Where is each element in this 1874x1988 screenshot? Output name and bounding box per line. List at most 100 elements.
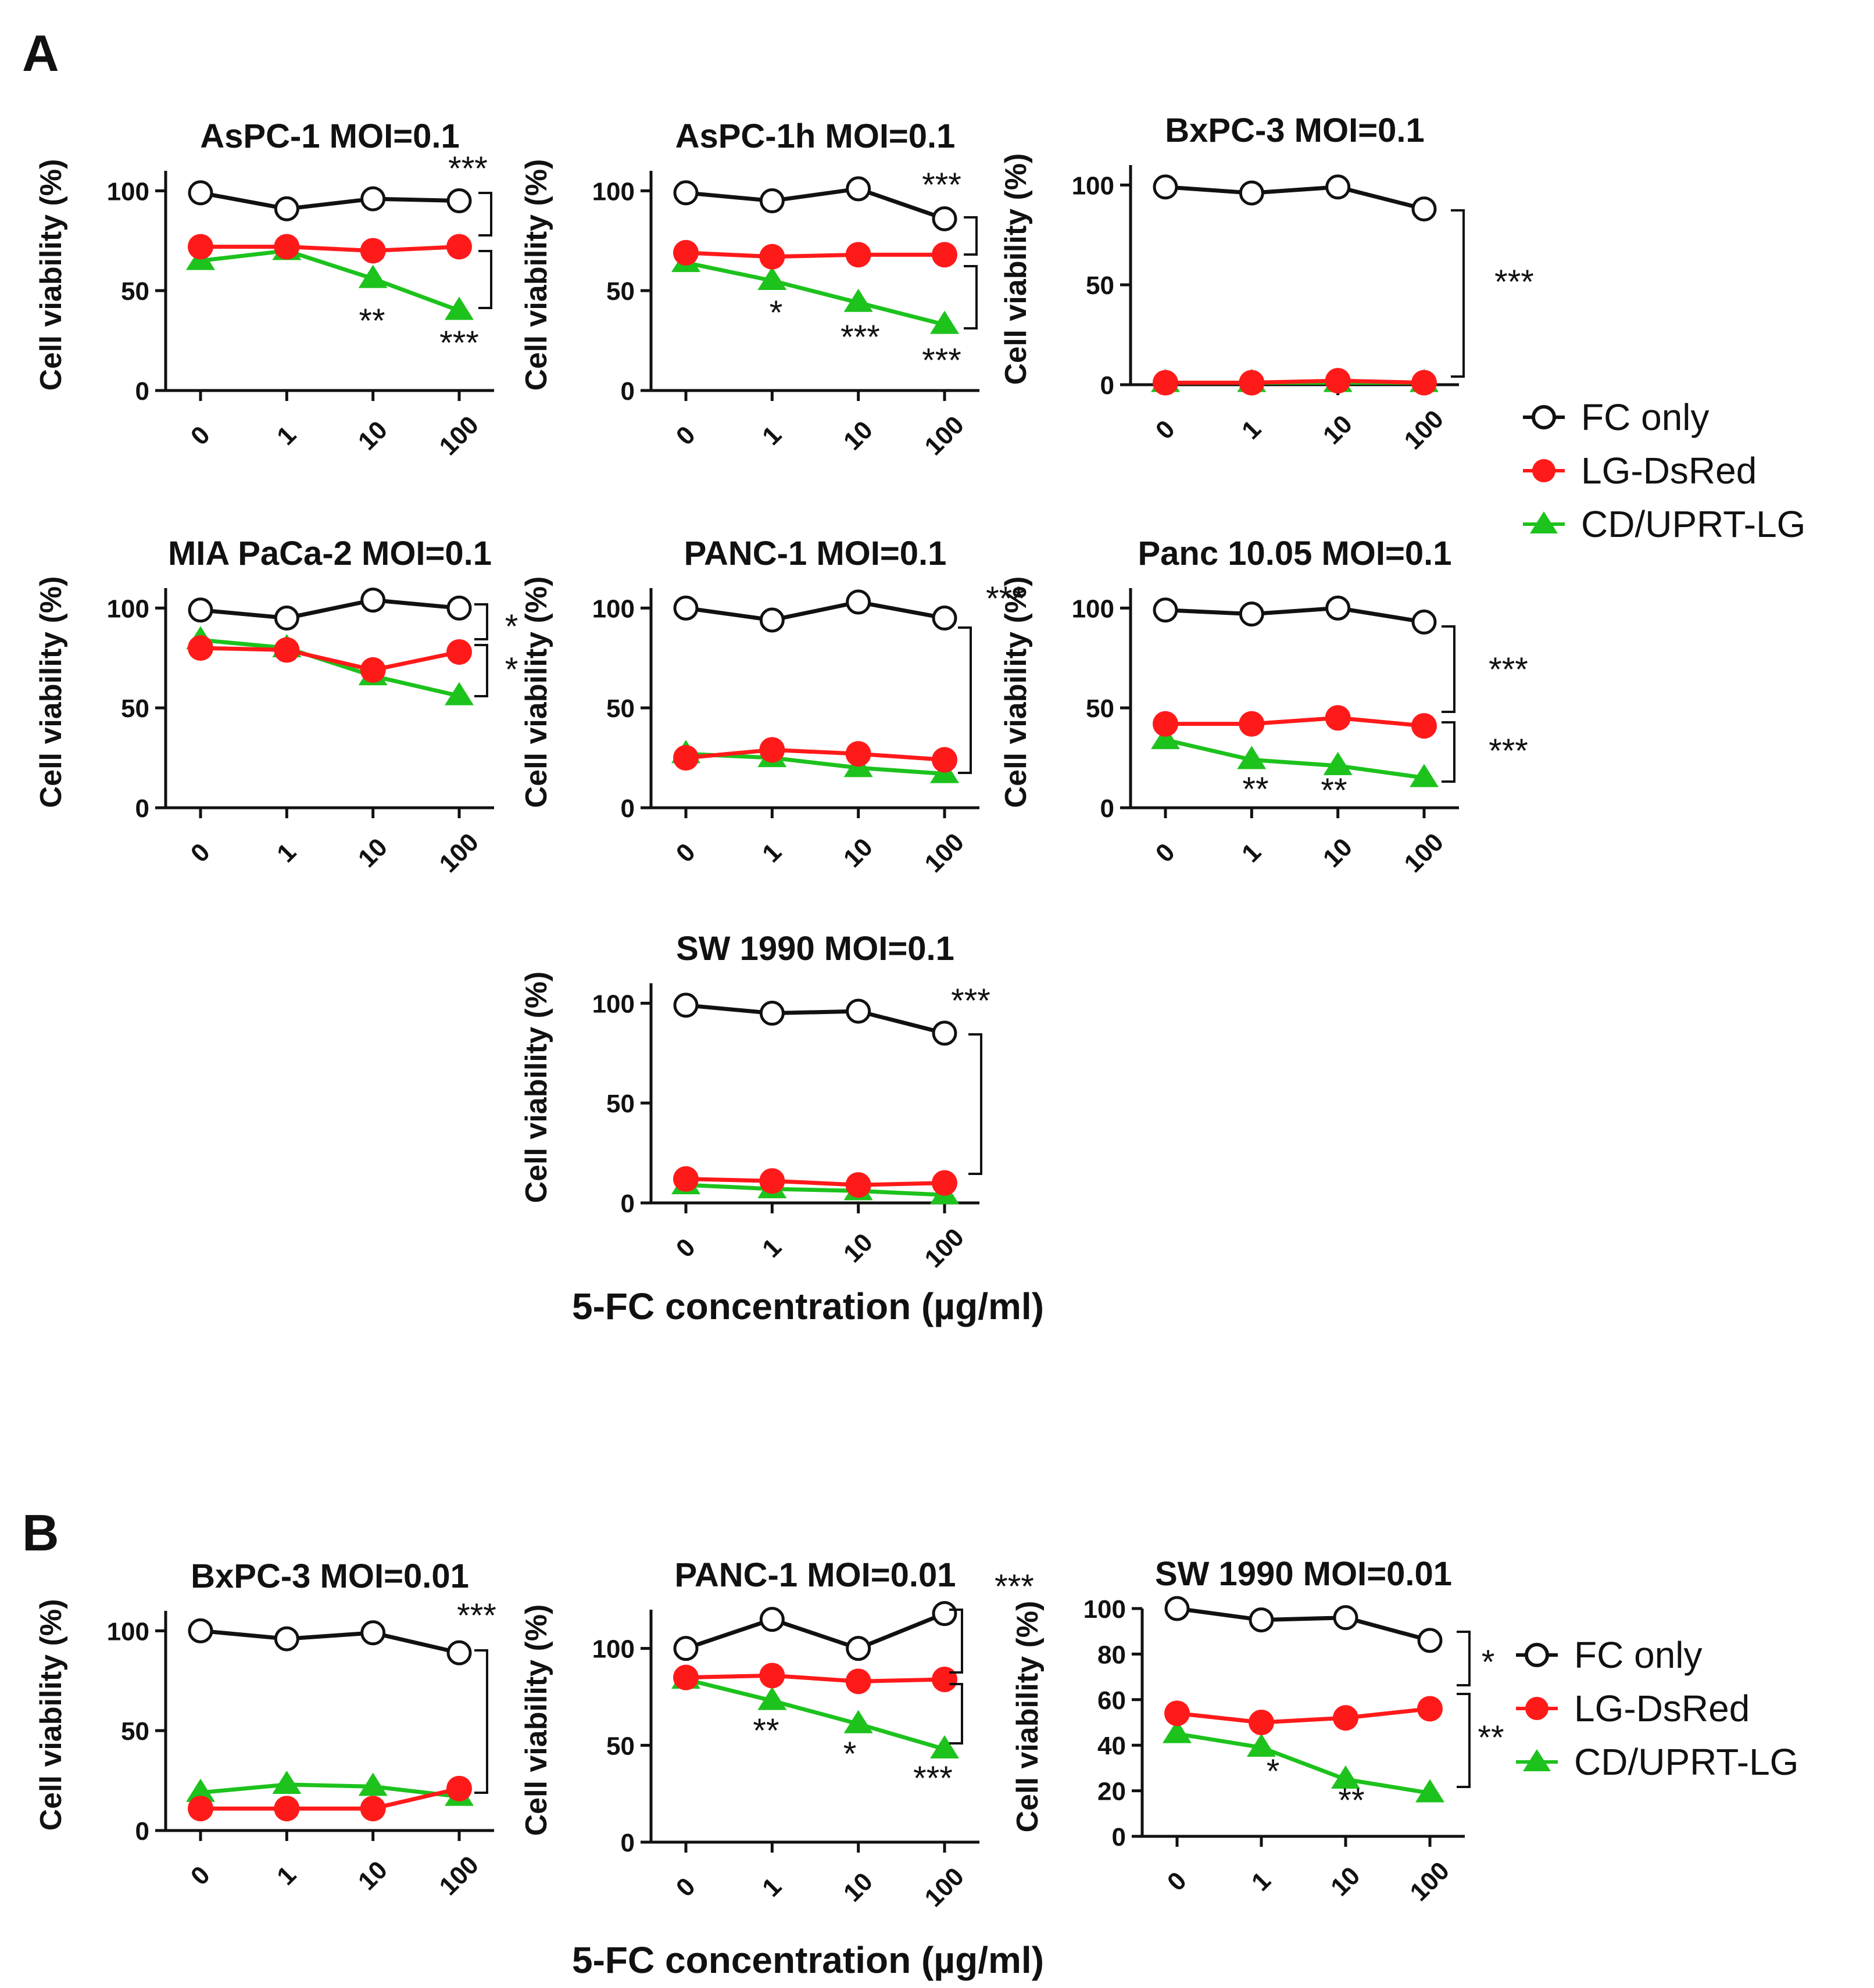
- y-axis-title: Cell viability (%): [1011, 1601, 1045, 1833]
- data-point-fc-only: [1164, 1596, 1190, 1621]
- y-tick-label: 50: [121, 277, 149, 306]
- chart-title: MIA PaCa-2 MOI=0.1: [168, 535, 492, 572]
- data-point-fc-only: [673, 180, 699, 206]
- significance-label: **: [359, 302, 385, 340]
- data-point-lg-dsred: [759, 1168, 785, 1194]
- data-point-lg-dsred: [932, 1667, 957, 1692]
- y-tick-label: 100: [1072, 594, 1114, 623]
- legend-label-fc-only: FC only: [1581, 396, 1710, 438]
- x-tick-label: 100: [1404, 1856, 1455, 1907]
- x-tick-label: 1: [271, 421, 302, 451]
- y-axis-title: Cell viability (%): [34, 576, 68, 808]
- y-tick-label: 50: [121, 1717, 149, 1746]
- legend-label-lg-dsred: LG-DsRed: [1581, 450, 1757, 492]
- series-line-lg-dsred: [1165, 715, 1425, 728]
- legend-label-cd-uprt-lg: CD/UPRT-LG: [1581, 503, 1805, 545]
- significance-label: ***: [1489, 732, 1528, 770]
- data-point-lg-dsred: [845, 741, 871, 767]
- y-tick-label: 100: [1072, 171, 1114, 200]
- y-axis-title: Cell viability (%): [520, 576, 553, 808]
- y-tick-label: 50: [606, 1090, 635, 1118]
- significance-label: ***: [951, 982, 990, 1020]
- data-point-lg-dsred: [759, 243, 785, 270]
- legend-item-cd-uprt-lg: CD/UPRT-LG: [1523, 503, 1805, 545]
- data-point-lg-dsred: [759, 1663, 785, 1689]
- data-point-cd-uprt-lg: [1415, 1779, 1444, 1803]
- significance-bracket: [474, 644, 488, 697]
- chart-title: BxPC-3 MOI=0.1: [1165, 112, 1424, 149]
- data-point-fc-only: [1153, 597, 1178, 623]
- series-line-cd-uprt-lg: [685, 260, 945, 327]
- data-point-cd-uprt-lg: [1247, 1733, 1276, 1757]
- x-tick-label: 0: [671, 421, 701, 451]
- significance-label: ***: [1494, 263, 1534, 301]
- x-tick-label: 0: [671, 838, 701, 868]
- data-point-fc-only: [188, 597, 213, 623]
- significance-bracket: [1457, 1693, 1471, 1788]
- data-point-fc-only: [274, 1626, 299, 1652]
- legend-panel-a: FC only LG-DsRed CD/UPRT-LG: [1523, 396, 1805, 545]
- chart-title: Panc 10.05 MOI=0.1: [1138, 535, 1451, 572]
- significance-label: ***: [995, 1568, 1034, 1606]
- y-axis-title: Cell viability (%): [520, 159, 553, 391]
- significance-label: **: [1478, 1719, 1504, 1757]
- series-line-cd-uprt-lg: [1165, 737, 1425, 780]
- x-tick-label: 100: [919, 1862, 970, 1912]
- significance-label: **: [1242, 771, 1268, 808]
- series-line-cd-uprt-lg: [200, 248, 460, 313]
- data-point-lg-dsred: [188, 635, 213, 661]
- chart-9: SW 1990 MOI=0.01 0 20 40 60 80 100 0 1 10 100 Cell …: [1011, 1555, 1504, 1907]
- series-line-fc-only: [200, 1628, 460, 1655]
- significance-label: **: [753, 1712, 779, 1750]
- y-tick-label: 100: [592, 1635, 635, 1664]
- data-point-lg-dsred: [673, 1664, 699, 1690]
- series-line-lg-dsred: [1165, 378, 1425, 385]
- legend-label-fc-only: FC only: [1574, 1634, 1703, 1676]
- data-point-lg-dsred: [446, 234, 472, 260]
- significance-label: **: [1321, 772, 1347, 809]
- y-tick-label: 100: [592, 177, 635, 206]
- significance-label: ***: [922, 166, 961, 204]
- data-point-cd-uprt-lg: [1151, 726, 1180, 750]
- data-point-fc-only: [360, 588, 386, 613]
- data-point-lg-dsred: [673, 1166, 699, 1192]
- x-tick-label: 0: [671, 1872, 701, 1903]
- x-axis-title-panel-b: 5-FC concentration (µg/ml): [572, 1939, 1044, 1981]
- data-point-fc-only: [188, 180, 213, 206]
- chart-8: PANC-1 MOI=0.01 0 50 100 0 1 10 100 Cell viabili…: [520, 1556, 1034, 1912]
- chart-0: AsPC-1 MOI=0.1 0 50 100 0 1 10 100 Cell viabilit…: [34, 117, 494, 461]
- x-axis-title-panel-a: 5-FC concentration (µg/ml): [572, 1285, 1044, 1327]
- data-point-lg-dsred: [274, 234, 300, 260]
- data-point-fc-only: [932, 206, 957, 231]
- chart-title: PANC-1 MOI=0.01: [674, 1556, 956, 1594]
- y-tick-label: 0: [621, 794, 635, 823]
- y-tick-label: 50: [121, 694, 149, 723]
- significance-label: *: [843, 1735, 857, 1773]
- series-line-lg-dsred: [685, 1673, 945, 1683]
- x-tick-label: 100: [434, 828, 484, 878]
- significance-bracket: [1442, 721, 1455, 783]
- y-tick-label: 0: [1100, 371, 1114, 400]
- significance-bracket: [964, 216, 978, 256]
- x-tick-label: 1: [757, 1872, 787, 1903]
- data-point-cd-uprt-lg: [757, 1686, 787, 1710]
- data-point-fc-only: [360, 1620, 386, 1646]
- chart-4: PANC-1 MOI=0.1 0 50 100 0 1 10 100 Cell viabilit…: [520, 535, 1025, 878]
- data-point-fc-only: [932, 1020, 957, 1046]
- significance-label: **: [1338, 1782, 1364, 1819]
- data-point-lg-dsred: [932, 1170, 957, 1196]
- legend-marker-cd-uprt-lg: [1530, 511, 1558, 533]
- y-axis-title: Cell viability (%): [999, 153, 1033, 385]
- x-tick-label: 0: [1162, 1867, 1192, 1897]
- series-line-lg-dsred: [685, 747, 945, 762]
- significance-bracket: [1442, 625, 1455, 713]
- data-point-fc-only: [759, 1001, 785, 1026]
- data-point-fc-only: [932, 606, 957, 631]
- significance-label: ***: [841, 318, 880, 356]
- data-point-fc-only: [446, 1640, 472, 1665]
- data-point-fc-only: [673, 595, 699, 621]
- chart-title: AsPC-1 MOI=0.1: [200, 117, 459, 155]
- data-point-lg-dsred: [188, 234, 213, 260]
- data-point-fc-only: [360, 186, 386, 212]
- legend-marker-fc-only: [1532, 405, 1556, 429]
